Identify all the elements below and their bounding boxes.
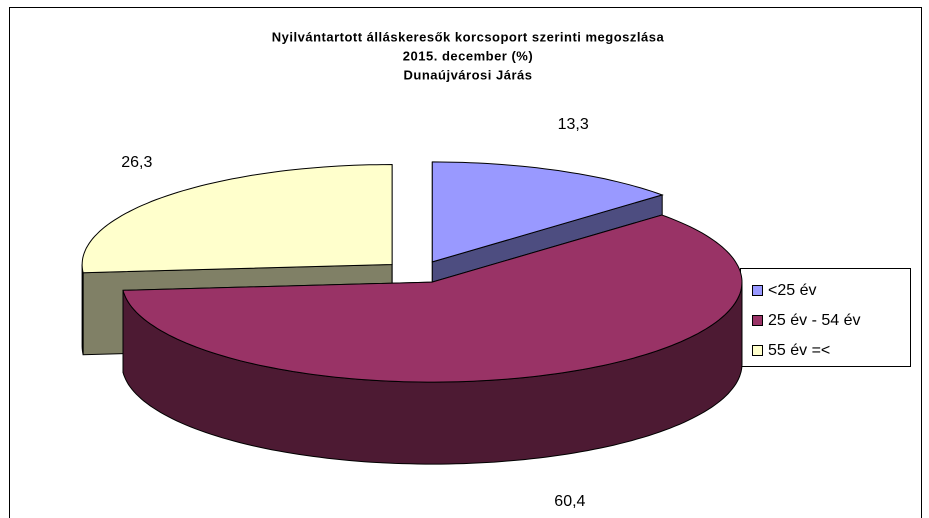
data-label: 60,4 bbox=[554, 493, 585, 510]
legend-swatch bbox=[752, 315, 763, 326]
legend-label: 25 év - 54 év bbox=[768, 312, 861, 329]
legend bbox=[740, 268, 911, 367]
legend-label: 55 év =< bbox=[768, 342, 830, 359]
slice bbox=[81, 163, 393, 274]
chart-title: Nyilvántartott álláskeresők korcsoport s… bbox=[272, 29, 665, 44]
slice bbox=[431, 161, 664, 263]
legend-swatch bbox=[752, 345, 763, 356]
data-label: 26,3 bbox=[121, 154, 152, 171]
chart-title: 2015. december (%) bbox=[403, 48, 533, 63]
slice bbox=[122, 214, 743, 383]
legend-swatch bbox=[752, 285, 763, 296]
data-label: 13,3 bbox=[558, 116, 589, 133]
legend-label: <25 év bbox=[768, 282, 816, 299]
slice-side bbox=[81, 264, 84, 355]
chart-title: Dunaújvárosi Járás bbox=[404, 67, 533, 82]
